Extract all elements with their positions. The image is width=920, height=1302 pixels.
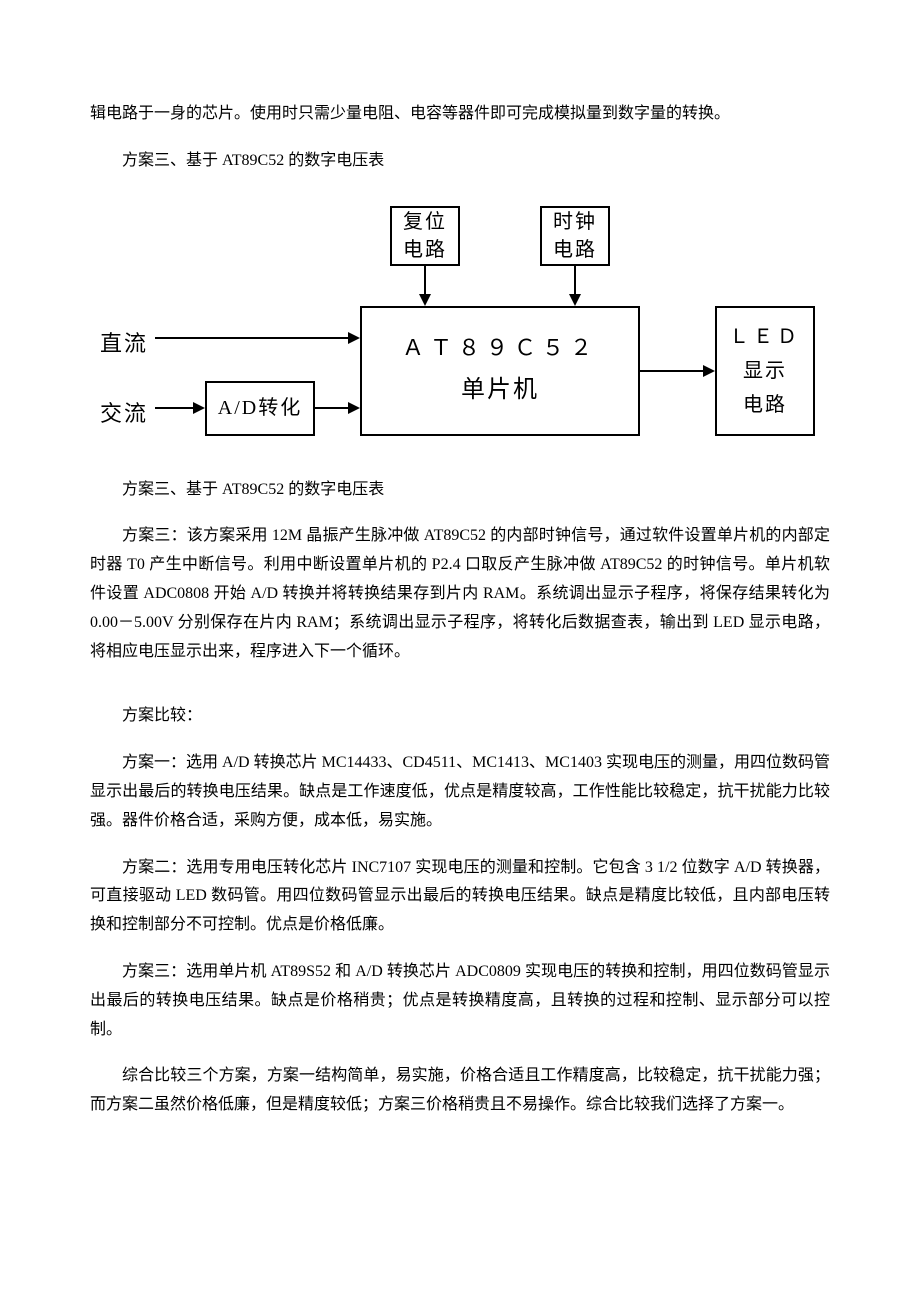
arrow-ac-ad-head	[193, 402, 205, 414]
scheme3-title: 方案三、基于 AT89C52 的数字电压表	[90, 147, 830, 176]
mcu-line2: 单片机	[461, 374, 539, 408]
block-diagram: 复位 电路 时钟 电路 直流 交流 A/D转化 ＡＴ８９Ｃ５２ 单片机 ＬＥＤ …	[100, 206, 820, 446]
compare-scheme3: 方案三：选用单片机 AT89S52 和 A/D 转换芯片 ADC0809 实现电…	[90, 958, 830, 1044]
spacer	[90, 684, 830, 702]
arrow-ad-mcu-line	[315, 407, 350, 409]
led-line2: 显示	[743, 357, 787, 385]
arrow-mcu-led-head	[703, 365, 715, 377]
compare-scheme1: 方案一：选用 A/D 转换芯片 MC14433、CD4511、MC1413、MC…	[90, 749, 830, 835]
arrow-mcu-led-line	[640, 370, 705, 372]
arrow-dc-mcu-line	[155, 337, 350, 339]
arrow-clock-mcu-head	[569, 294, 581, 306]
arrow-ac-ad-line	[155, 407, 195, 409]
ad-box: A/D转化	[205, 381, 315, 436]
reset-box: 复位 电路	[390, 206, 460, 266]
clock-box: 时钟 电路	[540, 206, 610, 266]
clock-box-label: 时钟 电路	[553, 208, 597, 264]
arrow-clock-mcu-line	[574, 266, 576, 296]
reset-box-label: 复位 电路	[403, 208, 447, 264]
dc-label: 直流	[100, 324, 148, 364]
arrow-ad-mcu-head	[348, 402, 360, 414]
mcu-line1: ＡＴ８９Ｃ５２	[402, 333, 598, 364]
ac-label: 交流	[100, 394, 148, 434]
scheme3-caption: 方案三、基于 AT89C52 的数字电压表	[90, 476, 830, 505]
arrow-reset-mcu-head	[419, 294, 431, 306]
ad-box-label: A/D转化	[218, 394, 302, 422]
diagram-container: 复位 电路 时钟 电路 直流 交流 A/D转化 ＡＴ８９Ｃ５２ 单片机 ＬＥＤ …	[90, 206, 830, 446]
led-line3: 电路	[743, 391, 787, 419]
compare-title: 方案比较：	[90, 702, 830, 731]
intro-fragment: 辑电路于一身的芯片。使用时只需少量电阻、电容等器件即可完成模拟量到数字量的转换。	[90, 100, 830, 129]
arrow-reset-mcu-line	[424, 266, 426, 296]
scheme3-description: 方案三：该方案采用 12M 晶振产生脉冲做 AT89C52 的内部时钟信号，通过…	[90, 522, 830, 666]
led-line1: ＬＥＤ	[729, 323, 801, 351]
led-box: ＬＥＤ 显示 电路	[715, 306, 815, 436]
mcu-box: ＡＴ８９Ｃ５２ 单片机	[360, 306, 640, 436]
compare-scheme2: 方案二：选用专用电压转化芯片 INC7107 实现电压的测量和控制。它包含 3 …	[90, 854, 830, 940]
conclusion: 综合比较三个方案，方案一结构简单，易实施，价格合适且工作精度高，比较稳定，抗干扰…	[90, 1062, 830, 1120]
arrow-dc-mcu-head	[348, 332, 360, 344]
